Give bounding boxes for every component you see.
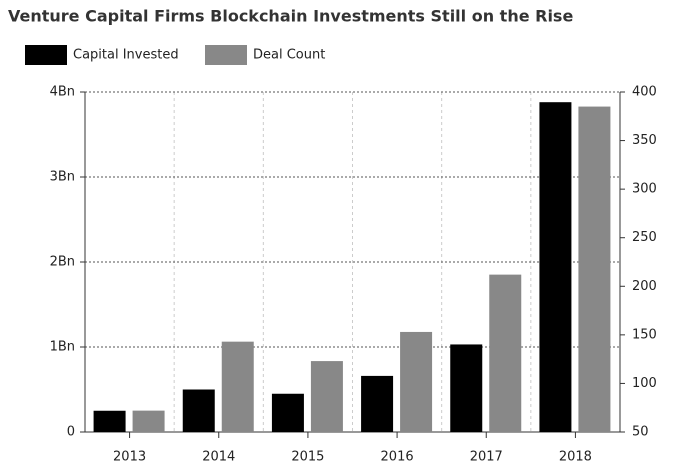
y2-tick-label: 250	[632, 230, 657, 245]
bar	[450, 344, 483, 432]
chart-title: Venture Capital Firms Blockchain Investm…	[8, 7, 573, 26]
x-tick-label: 2018	[559, 450, 592, 465]
bar	[221, 341, 254, 432]
bar	[310, 361, 343, 432]
x-tick-label: 2016	[381, 450, 414, 465]
bar	[182, 389, 215, 432]
x-tick-label: 2013	[113, 450, 146, 465]
legend-swatch	[25, 45, 67, 65]
x-tick-label: 2015	[291, 450, 324, 465]
y2-tick-label: 400	[632, 85, 657, 100]
bar	[400, 331, 433, 432]
x-tick-label: 2014	[202, 450, 235, 465]
bar	[578, 106, 611, 433]
bar	[361, 375, 394, 432]
y2-tick-label: 150	[632, 327, 657, 342]
y-tick-label: 1Bn	[50, 340, 75, 355]
y2-tick-label: 200	[632, 279, 657, 294]
legend-label: Deal Count	[253, 48, 325, 63]
legend-swatch	[205, 45, 247, 65]
y2-tick-label: 50	[632, 425, 649, 440]
y-tick-label: 3Bn	[50, 170, 75, 185]
bar	[489, 274, 522, 432]
y2-tick-label: 350	[632, 133, 657, 148]
y-tick-label: 2Bn	[50, 255, 75, 270]
bar	[93, 410, 126, 432]
legend-label: Capital Invested	[73, 48, 179, 63]
y2-tick-label: 300	[632, 182, 657, 197]
bar	[271, 393, 304, 432]
y2-tick-label: 100	[632, 376, 657, 391]
x-tick-label: 2017	[470, 450, 503, 465]
bar	[132, 410, 165, 432]
y-tick-label: 0	[67, 425, 75, 440]
bar	[539, 102, 572, 432]
y-tick-label: 4Bn	[50, 85, 75, 100]
